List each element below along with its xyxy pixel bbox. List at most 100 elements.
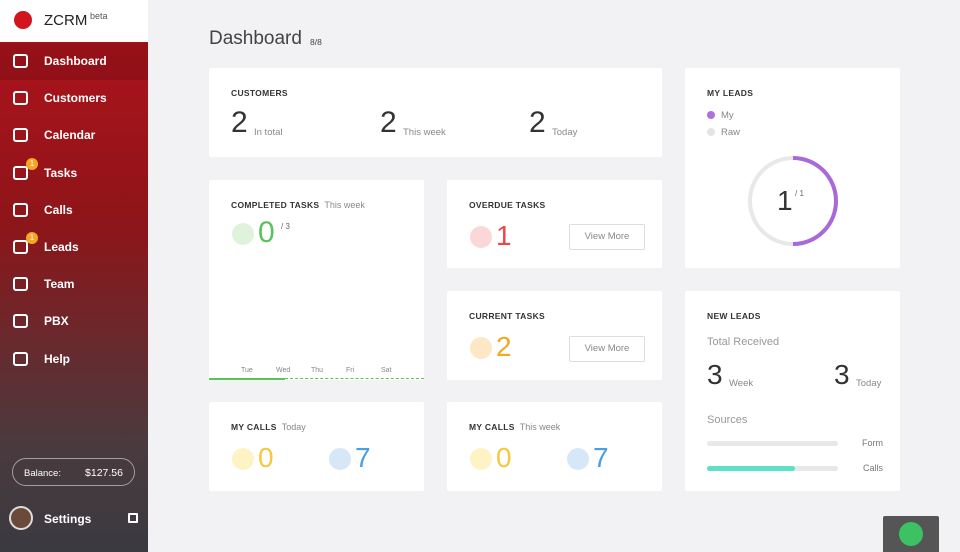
source-label: Calls	[862, 463, 883, 473]
nav-icon[interactable]	[13, 91, 28, 106]
title: MY CALLS	[469, 422, 515, 432]
day-label: Tue	[241, 367, 253, 374]
period: This week	[519, 422, 561, 432]
day-label: Fri	[346, 367, 355, 374]
card-title: OVERDUE TASKS	[469, 200, 546, 210]
customers-card: CUSTOMERS 2 In total 2 This week 2 Today	[209, 68, 662, 157]
stat-value: 2	[380, 106, 397, 139]
stat-label: Week	[729, 378, 754, 389]
progress	[209, 378, 285, 380]
completed-tasks-card: COMPLETED TASKS This week 0 / 3 Tue Wed Thu…	[209, 180, 424, 380]
incoming-icon	[470, 448, 492, 470]
sources-title: Sources	[707, 414, 748, 426]
legend-label: Raw	[721, 127, 741, 138]
balance[interactable]: Balance: $127.56	[12, 458, 135, 486]
donut-arc	[792, 156, 838, 246]
card-title: MY CALLS Today	[231, 422, 306, 432]
settings[interactable]: Settings	[44, 512, 92, 526]
nav-badge: 1	[26, 232, 38, 244]
nav-label[interactable]: Dashboard	[44, 54, 107, 68]
nav-icon[interactable]	[13, 314, 28, 329]
legend-dot	[707, 111, 715, 119]
nav-icon[interactable]	[13, 351, 28, 366]
card-title: COMPLETED TASKS This week	[231, 200, 365, 210]
balance-label: Balance:	[24, 468, 61, 479]
nav-icon[interactable]	[13, 54, 28, 68]
logo-icon	[14, 11, 32, 29]
brand-badge: beta	[90, 11, 108, 21]
stat-value: 3	[707, 359, 723, 390]
leads-value: 1	[777, 185, 793, 216]
nav-label[interactable]: Leads	[44, 240, 79, 254]
stat-label: In total	[254, 127, 283, 138]
outgoing-value: 7	[593, 442, 609, 473]
calls-card: MY CALLS Today 0 7	[209, 402, 424, 491]
card-title: MY LEADS	[707, 88, 754, 98]
stat-value: 3	[834, 359, 850, 390]
nav-active	[0, 43, 148, 80]
donut	[748, 156, 838, 246]
nav-label[interactable]: Calls	[44, 202, 73, 217]
card-title: MY CALLS This week	[469, 422, 560, 432]
card-title: CUSTOMERS	[231, 88, 288, 98]
incoming-value: 0	[258, 442, 274, 473]
card-title: CURRENT TASKS	[469, 311, 545, 321]
nav-badge: 1	[26, 157, 38, 170]
card-title: NEW LEADS	[707, 311, 761, 321]
legend-dot	[707, 128, 715, 136]
value: 1	[496, 220, 512, 251]
icon	[470, 226, 492, 248]
current-card: CURRENT TASKS 2 View More	[447, 291, 662, 380]
nav-icon[interactable]	[13, 165, 28, 180]
stat-label: Today	[856, 378, 882, 389]
icon	[232, 223, 254, 245]
total: / 3	[281, 222, 290, 231]
calls-card: MY CALLS This week 0 7	[447, 402, 662, 491]
value: 2	[496, 331, 512, 362]
nav-label[interactable]: Customers	[44, 91, 107, 106]
stat-value: 2	[529, 106, 546, 139]
progress-rest	[285, 378, 424, 379]
phone-widget[interactable]	[883, 516, 939, 552]
incoming-value: 0	[496, 442, 512, 473]
balance-value: $127.56	[85, 467, 123, 479]
view-more[interactable]: View More	[569, 224, 645, 250]
my-leads-card: MY LEADS My Raw 1 / 1	[685, 68, 900, 268]
stat-label: This week	[403, 127, 446, 138]
incoming-icon	[232, 448, 254, 470]
legend-label: My	[721, 110, 734, 121]
title: MY CALLS	[231, 422, 277, 432]
overdue-card: OVERDUE TASKS 1 View More	[447, 180, 662, 268]
nav-label[interactable]: Help	[44, 351, 71, 366]
nav-icon[interactable]	[13, 128, 28, 143]
nav-label[interactable]: Team	[44, 277, 75, 292]
icon	[470, 337, 492, 359]
outgoing-icon	[329, 448, 351, 470]
brand: ZCRM	[44, 12, 88, 29]
page-title: Dashboard	[209, 28, 302, 49]
phone-icon[interactable]	[899, 522, 923, 546]
source-label: Form	[862, 438, 883, 448]
nav-label[interactable]: PBX	[44, 314, 69, 329]
subtitle: Total Received	[707, 336, 780, 348]
nav-label[interactable]: Calendar	[44, 128, 96, 143]
day-label: Sat	[381, 367, 392, 374]
title: COMPLETED TASKS	[231, 200, 320, 210]
avatar[interactable]	[9, 506, 33, 530]
stat-value: 2	[231, 106, 248, 139]
logo-bar: ZCRM beta	[0, 0, 148, 42]
value: 0	[258, 216, 275, 249]
outgoing-value: 7	[355, 442, 371, 473]
logout-icon[interactable]	[128, 513, 138, 523]
source-bar	[707, 466, 795, 471]
view-more[interactable]: View More	[569, 336, 645, 362]
nav-label[interactable]: Tasks	[44, 165, 78, 180]
period: Today	[281, 422, 306, 432]
nav-icon[interactable]	[13, 202, 28, 217]
nav-icon[interactable]	[13, 240, 28, 254]
nav-icon[interactable]	[13, 277, 28, 292]
leads-total: / 1	[795, 189, 804, 198]
source-track	[707, 441, 838, 446]
stat-label: Today	[552, 127, 578, 138]
period: This week	[324, 200, 365, 210]
